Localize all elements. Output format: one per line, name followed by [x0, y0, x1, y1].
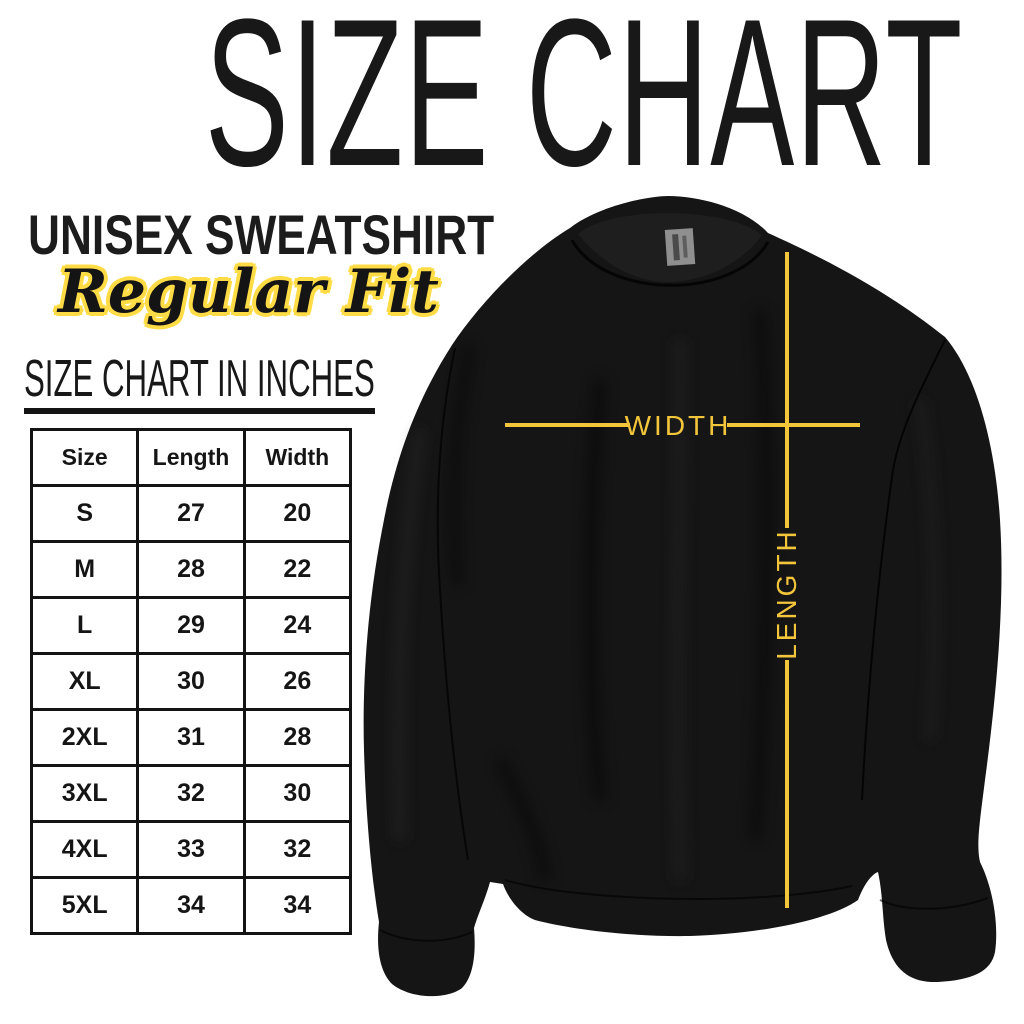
shoulder-seam-right [861, 339, 946, 801]
length-cell: 29 [136, 596, 246, 655]
width-cell: 20 [242, 484, 353, 543]
length-cell: 30 [136, 652, 246, 711]
width-cell: 24 [242, 596, 353, 655]
collar-seam [570, 239, 770, 287]
table-row: 3XL 32 30 [29, 764, 353, 823]
size-cell: 2XL [29, 708, 140, 767]
table-row: 2XL 31 28 [29, 708, 353, 767]
brand-tag [664, 228, 696, 266]
table-row: M 28 22 [29, 540, 353, 599]
width-label: WIDTH [625, 410, 732, 441]
table-row: S 27 20 [29, 484, 353, 543]
width-cell: 32 [242, 820, 353, 879]
size-cell: S [29, 484, 140, 543]
length-cell: 28 [136, 540, 246, 599]
width-cell: 30 [242, 764, 353, 823]
fit-style-heading: Regular Fit [58, 257, 439, 327]
column-header-width: Width [242, 428, 353, 487]
width-cell: 28 [242, 708, 353, 767]
table-row: L 29 24 [29, 596, 353, 655]
width-cell: 26 [242, 652, 353, 711]
size-cell: M [29, 540, 140, 599]
length-cell: 33 [136, 820, 246, 879]
column-header-length: Length [136, 428, 246, 487]
column-header-size: Size [29, 428, 140, 487]
size-table: Size Length Width S 27 20 M 28 22 L 29 2… [29, 428, 353, 935]
table-header-row: Size Length Width [29, 428, 353, 487]
size-cell: 4XL [29, 820, 140, 879]
table-heading: SIZE CHART IN INCHES [24, 352, 375, 414]
size-cell: 5XL [29, 876, 140, 935]
size-cell: L [29, 596, 140, 655]
shoulder-seam-left [436, 347, 469, 861]
width-cell: 22 [242, 540, 353, 599]
product-type-heading: UNISEX SWEATSHIRT [28, 203, 495, 266]
table-row: 4XL 33 32 [29, 820, 353, 879]
length-cell: 27 [136, 484, 246, 543]
table-row: 5XL 34 34 [29, 876, 353, 935]
size-cell: 3XL [29, 764, 140, 823]
size-cell: XL [29, 652, 140, 711]
length-cell: 31 [136, 708, 246, 767]
table-row: XL 30 26 [29, 652, 353, 711]
length-cell: 32 [136, 764, 246, 823]
cuff-seam-right [879, 897, 989, 910]
length-cell: 34 [136, 876, 246, 935]
length-label: LENGTH [771, 528, 802, 660]
hem-seam [504, 879, 853, 900]
cuff-seam-left [379, 929, 473, 942]
width-cell: 34 [242, 876, 353, 935]
